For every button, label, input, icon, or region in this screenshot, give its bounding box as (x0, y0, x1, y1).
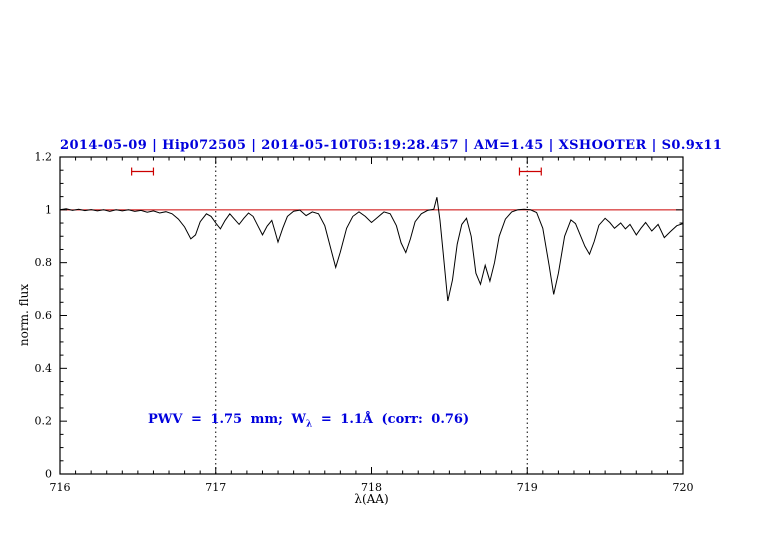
x-tick-label: 718 (361, 481, 382, 494)
y-tick-label: 1.2 (35, 151, 53, 164)
pwv-annotation-lambda-sub: λ (306, 419, 313, 430)
x-tick-label: 719 (517, 481, 538, 494)
x-tick-label: 720 (673, 481, 694, 494)
y-tick-label: 0.8 (35, 256, 53, 269)
x-tick-label: 716 (50, 481, 71, 494)
x-axis-label: λ(AA) (354, 492, 389, 506)
pwv-annotation-suffix: = 1.1Å (corr: 0.76) (312, 412, 470, 427)
plot-title: 2014-05-09 | Hip072505 | 2014-05-10T05:1… (60, 138, 723, 153)
y-tick-label: 0.2 (35, 415, 53, 428)
y-tick-label: 0 (45, 468, 52, 481)
spectrum-line (59, 197, 684, 302)
x-tick-label: 717 (205, 481, 226, 494)
y-tick-label: 0.4 (35, 362, 53, 375)
y-tick-label: 1 (45, 203, 52, 216)
y-tick-label: 0.6 (35, 309, 53, 322)
pwv-annotation: PWV = 1.75 mm; Wλ = 1.1Å (corr: 0.76) (148, 412, 469, 430)
pwv-annotation-prefix: PWV = 1.75 mm; W (148, 412, 307, 427)
y-axis-label: norm. flux (17, 283, 31, 347)
